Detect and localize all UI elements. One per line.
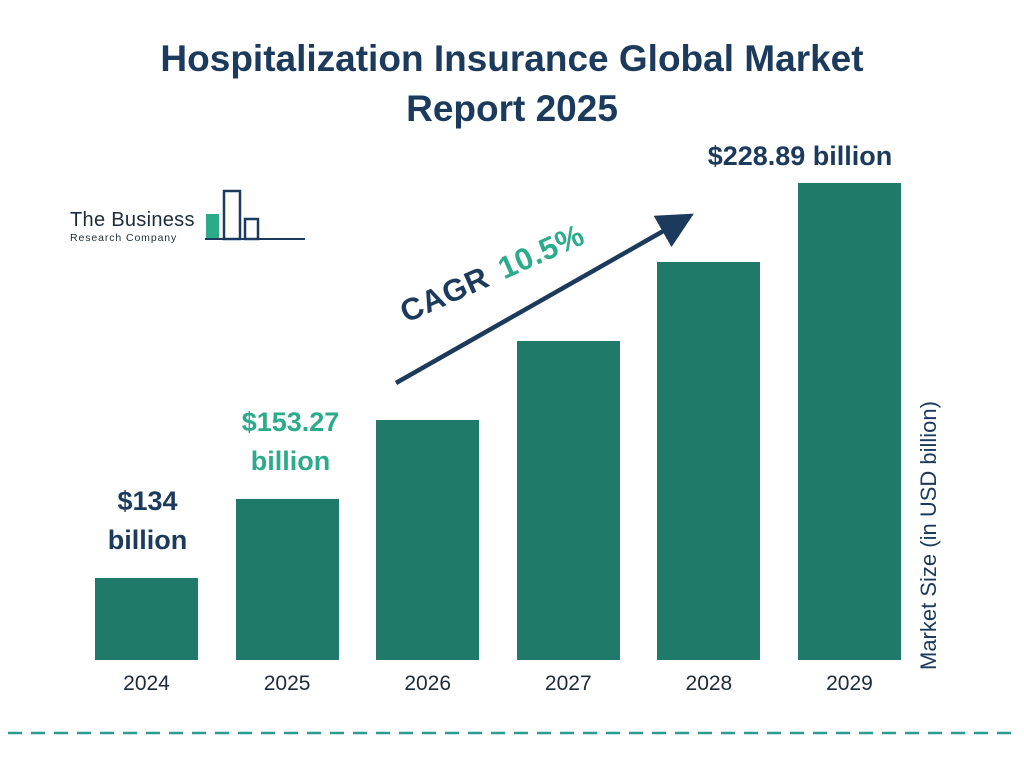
company-logo: The Business Research Company xyxy=(70,188,307,250)
x-axis-labels: 2024 2025 2026 2027 2028 2029 xyxy=(95,672,901,696)
value-label-2025-line2: billion xyxy=(250,446,331,477)
page-title: Hospitalization Insurance Global Market … xyxy=(160,38,864,129)
bar-2028 xyxy=(657,262,761,660)
bar-2029 xyxy=(797,183,901,660)
x-tick-2027: 2027 xyxy=(544,672,592,695)
title-wrap: Hospitalization Insurance Global Market … xyxy=(0,34,1024,134)
x-tick-2025: 2025 xyxy=(263,672,311,695)
bottom-dashed-divider xyxy=(8,731,1016,735)
value-label-2024-line1: $134 xyxy=(117,486,178,516)
company-name: The Business xyxy=(70,209,195,231)
value-label-2024-line2: billion xyxy=(107,525,188,556)
bar-2025 xyxy=(235,499,339,660)
x-tick-2028: 2028 xyxy=(685,672,733,695)
bar-2027 xyxy=(516,341,620,660)
bar-2026 xyxy=(376,420,480,660)
value-label-2024: $134 billion xyxy=(85,482,210,560)
bars-row xyxy=(95,150,901,660)
value-label-2029-line1: $228.89 billion xyxy=(707,141,893,171)
value-label-2025-line1: $153.27 xyxy=(241,407,340,437)
bar-2024 xyxy=(95,578,198,660)
x-tick-2024: 2024 xyxy=(123,672,170,695)
company-logo-text: The Business Research Company xyxy=(70,209,195,250)
bar-chart-logo-icon xyxy=(204,189,305,241)
x-tick-2026: 2026 xyxy=(404,672,452,695)
bar-chart: 2024 2025 2026 2027 2028 2029 xyxy=(95,150,901,696)
x-tick-2029: 2029 xyxy=(826,672,873,695)
y-axis-label: Market Size (in USD billion) xyxy=(916,401,941,670)
value-label-2025: $153.27 billion xyxy=(228,403,353,481)
company-subname: Research Company xyxy=(70,232,178,244)
value-label-2029: $228.89 billion xyxy=(695,143,905,170)
